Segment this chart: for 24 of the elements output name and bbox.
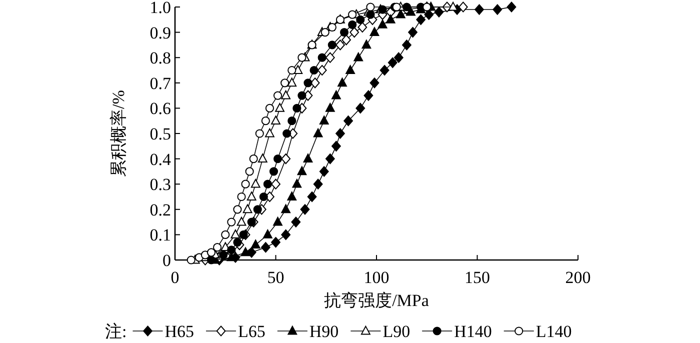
- y-tick-label: 0.6: [150, 99, 171, 118]
- x-tick-label: 50: [267, 268, 284, 287]
- y-tick-label: 0.4: [150, 150, 172, 169]
- legend-label: H65: [164, 322, 194, 341]
- legend-label: L65: [238, 322, 266, 341]
- y-tick-label: 0.8: [150, 48, 171, 68]
- y-tick-label: 0.5: [150, 124, 171, 144]
- y-tick-label: 0.1: [150, 226, 171, 245]
- y-tick-label: 0: [162, 251, 171, 270]
- y-axis-title: 累积概率/%: [109, 90, 128, 177]
- y-tick-label: 0.9: [150, 23, 171, 42]
- y-tick-label: 0.7: [150, 74, 172, 93]
- legend-title: 注:: [105, 322, 127, 341]
- x-tick-label: 150: [464, 268, 490, 287]
- legend-label: L90: [382, 322, 410, 341]
- x-tick-label: 200: [565, 268, 591, 287]
- y-tick-label: 1.0: [150, 0, 171, 17]
- legend-label: L140: [536, 322, 572, 341]
- legend-label: H140: [454, 322, 492, 341]
- legend-label: H90: [309, 322, 339, 341]
- y-tick-label: 0.3: [150, 175, 171, 194]
- x-axis-title: 抗弯强度/MPa: [324, 291, 430, 310]
- x-tick-label: 100: [364, 268, 390, 287]
- y-tick-label: 0.2: [150, 200, 171, 220]
